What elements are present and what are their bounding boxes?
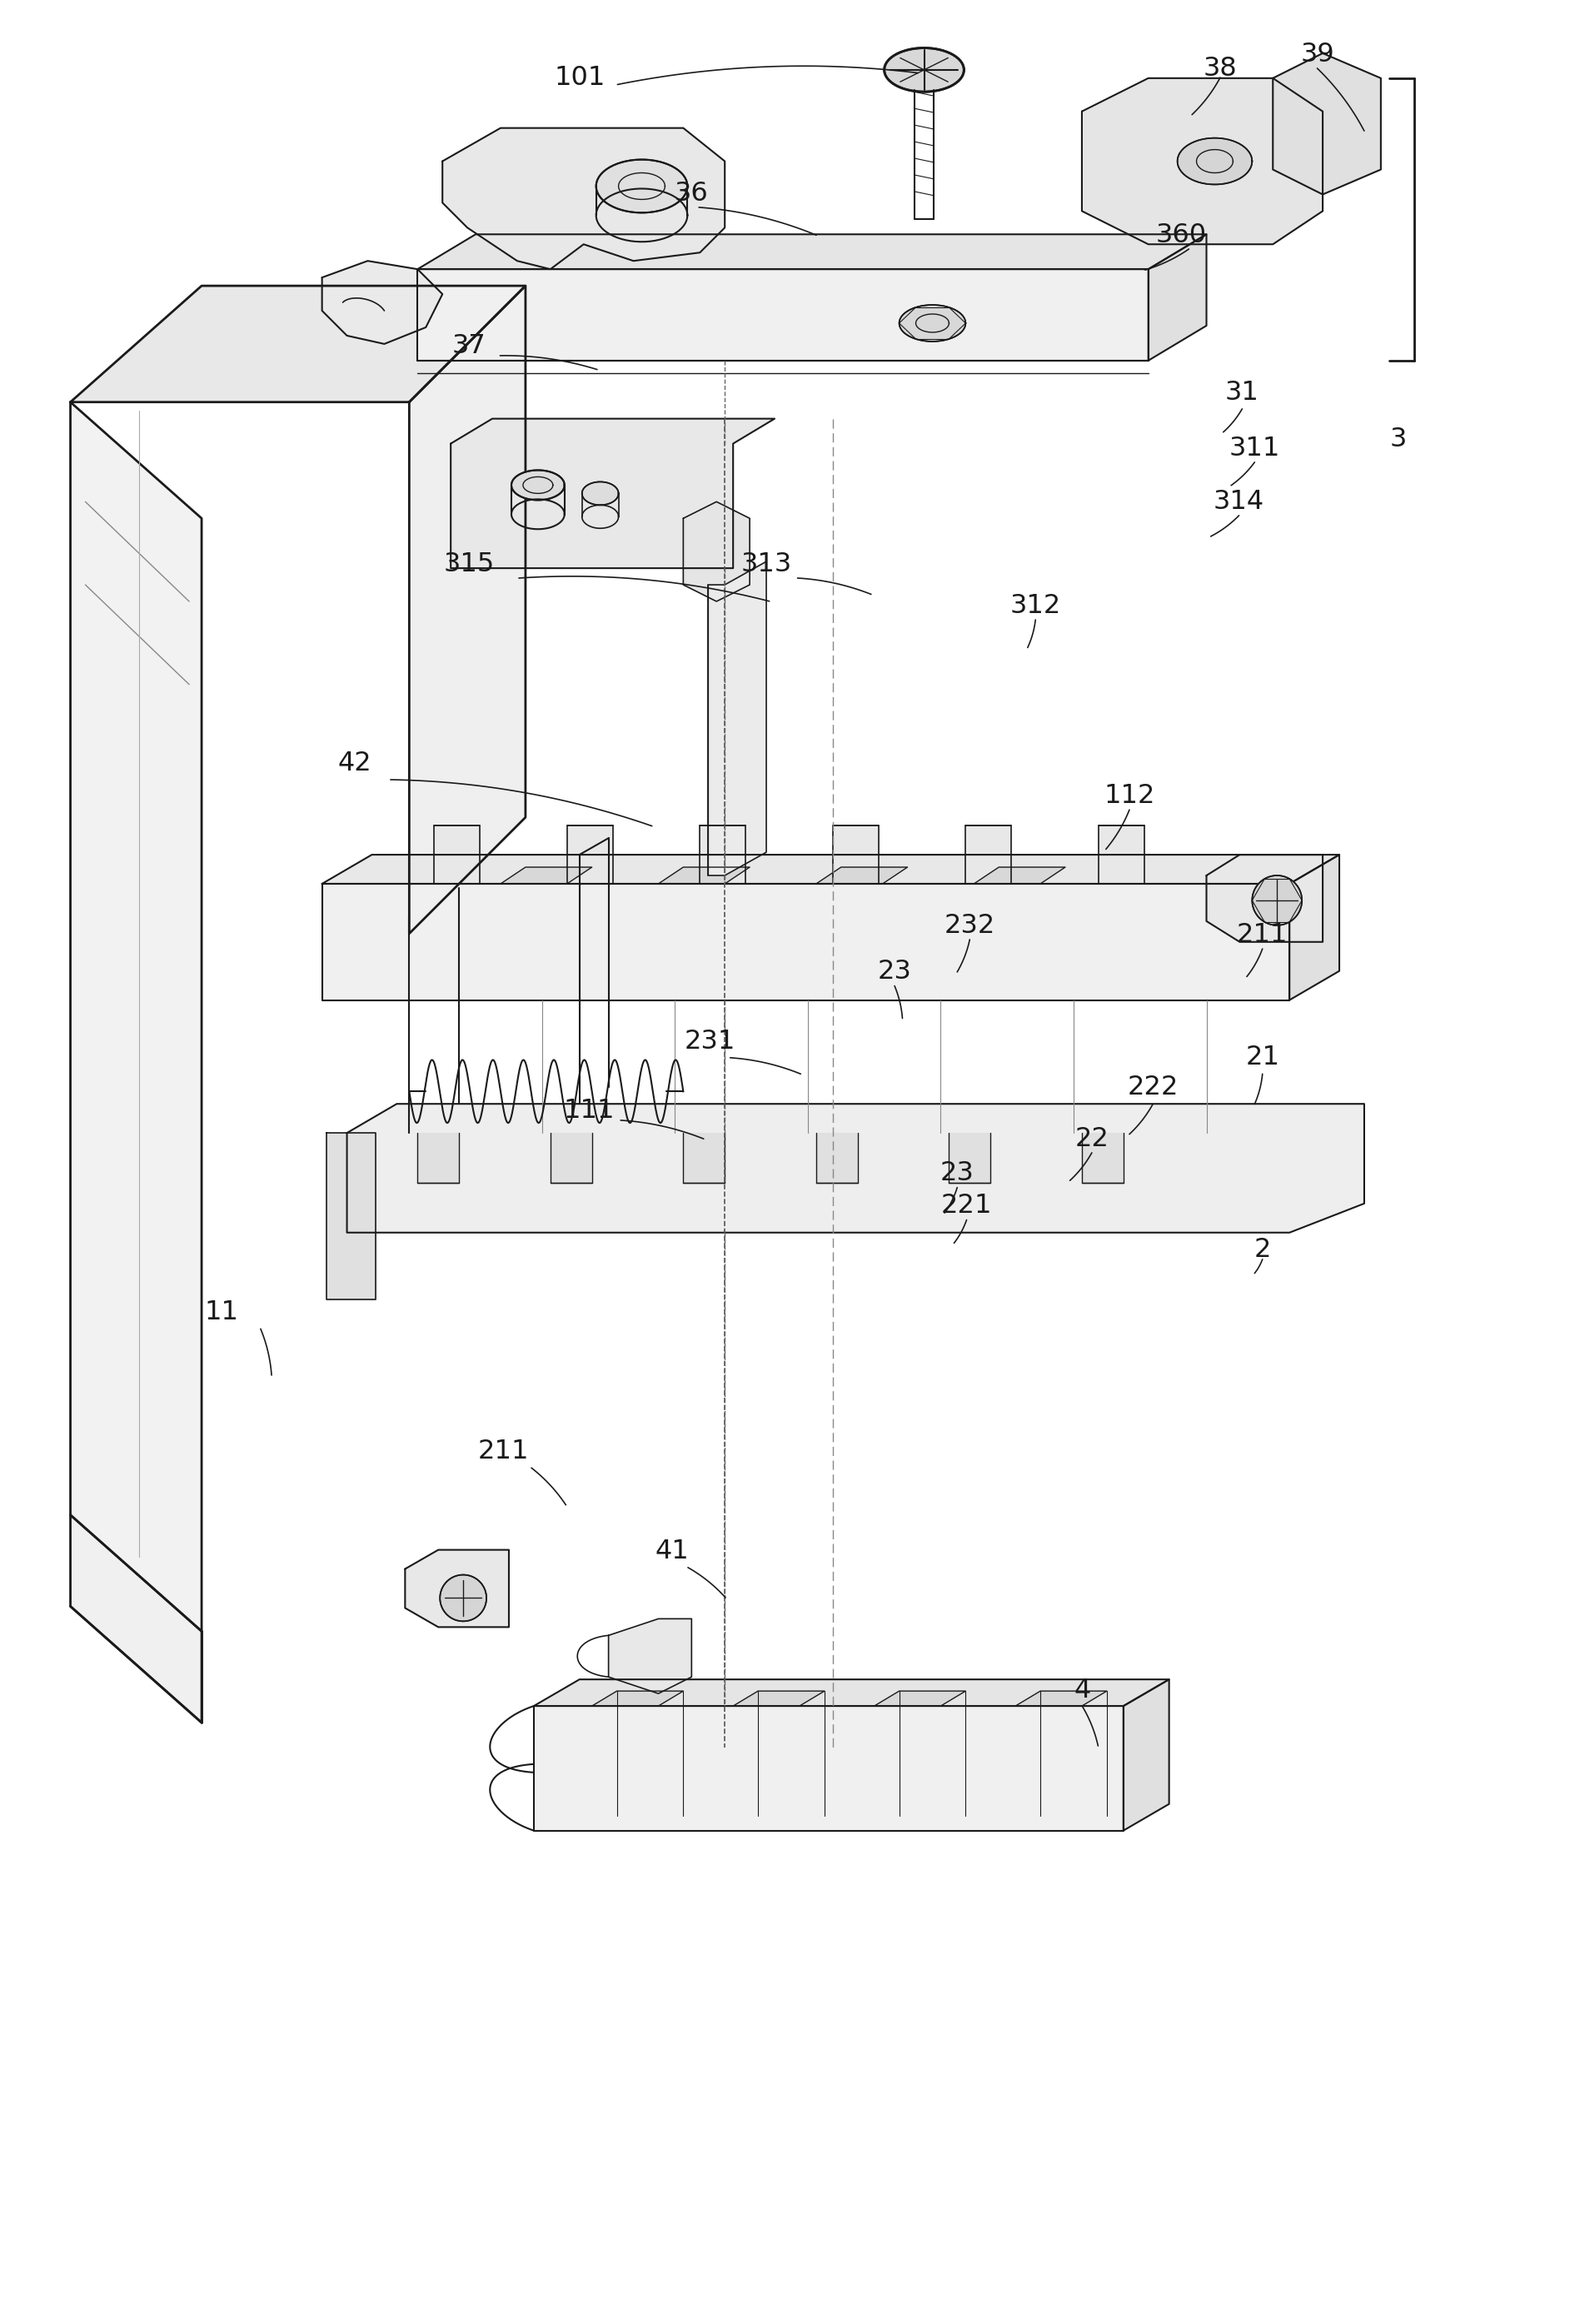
Polygon shape	[1148, 235, 1206, 360]
Polygon shape	[534, 1706, 1124, 1831]
Text: 38: 38	[1203, 56, 1237, 81]
Text: 39: 39	[1300, 42, 1334, 67]
Polygon shape	[1253, 876, 1302, 925]
Polygon shape	[405, 1550, 509, 1627]
Polygon shape	[71, 1515, 201, 1722]
Polygon shape	[501, 867, 592, 883]
Text: 31: 31	[1225, 379, 1259, 407]
Text: 221: 221	[940, 1192, 992, 1218]
Text: 211: 211	[477, 1439, 529, 1464]
Polygon shape	[410, 286, 526, 934]
Polygon shape	[733, 1692, 824, 1706]
Text: 222: 222	[1127, 1076, 1179, 1102]
Polygon shape	[435, 825, 480, 883]
Polygon shape	[567, 825, 612, 883]
Polygon shape	[418, 270, 1148, 360]
Polygon shape	[347, 1104, 1364, 1232]
Polygon shape	[440, 1576, 487, 1622]
Polygon shape	[1016, 1692, 1107, 1706]
Polygon shape	[71, 402, 201, 1631]
Text: 4: 4	[1074, 1678, 1091, 1703]
Text: 211: 211	[1237, 923, 1287, 948]
Polygon shape	[451, 418, 774, 567]
Polygon shape	[683, 1132, 725, 1183]
Polygon shape	[1206, 855, 1322, 941]
Polygon shape	[874, 1692, 966, 1706]
Text: 101: 101	[554, 65, 604, 91]
Text: 314: 314	[1214, 488, 1264, 514]
Polygon shape	[832, 825, 879, 883]
Polygon shape	[609, 1620, 691, 1694]
Text: 22: 22	[1075, 1125, 1108, 1153]
Polygon shape	[322, 855, 1339, 883]
Text: 37: 37	[452, 332, 485, 360]
Polygon shape	[900, 304, 966, 342]
Polygon shape	[1082, 1132, 1124, 1183]
Text: 23: 23	[878, 960, 912, 985]
Polygon shape	[597, 160, 688, 214]
Polygon shape	[1289, 855, 1339, 999]
Text: 231: 231	[685, 1030, 735, 1055]
Text: 112: 112	[1104, 783, 1156, 809]
Text: 21: 21	[1245, 1046, 1280, 1071]
Polygon shape	[327, 1132, 375, 1299]
Text: 11: 11	[204, 1299, 239, 1325]
Text: 315: 315	[443, 551, 495, 576]
Text: 41: 41	[655, 1538, 689, 1564]
Polygon shape	[512, 469, 565, 500]
Polygon shape	[322, 260, 443, 344]
Polygon shape	[592, 1692, 683, 1706]
Polygon shape	[816, 867, 907, 883]
Text: 42: 42	[338, 751, 372, 776]
Polygon shape	[582, 481, 619, 504]
Polygon shape	[443, 128, 725, 270]
Text: 311: 311	[1229, 435, 1280, 460]
Polygon shape	[1124, 1680, 1170, 1831]
Polygon shape	[683, 502, 750, 602]
Polygon shape	[948, 1132, 991, 1183]
Text: 313: 313	[741, 551, 791, 576]
Polygon shape	[1082, 79, 1322, 244]
Text: 23: 23	[940, 1160, 975, 1188]
Polygon shape	[973, 867, 1066, 883]
Text: 111: 111	[564, 1099, 615, 1125]
Text: 36: 36	[674, 181, 708, 207]
Polygon shape	[551, 1132, 592, 1183]
Polygon shape	[418, 1132, 458, 1183]
Text: 360: 360	[1156, 223, 1206, 249]
Text: 312: 312	[1010, 593, 1061, 618]
Polygon shape	[708, 562, 766, 876]
Polygon shape	[966, 825, 1011, 883]
Polygon shape	[700, 825, 746, 883]
Polygon shape	[71, 286, 526, 402]
Polygon shape	[418, 235, 1206, 270]
Polygon shape	[1099, 825, 1145, 883]
Text: 232: 232	[944, 913, 995, 939]
Polygon shape	[1273, 53, 1382, 195]
Polygon shape	[534, 1680, 1170, 1706]
Polygon shape	[658, 867, 750, 883]
Polygon shape	[884, 49, 964, 91]
Text: 2: 2	[1254, 1236, 1272, 1262]
Polygon shape	[816, 1132, 857, 1183]
Polygon shape	[322, 883, 1289, 999]
Polygon shape	[1178, 137, 1253, 184]
Text: 3: 3	[1389, 425, 1407, 451]
